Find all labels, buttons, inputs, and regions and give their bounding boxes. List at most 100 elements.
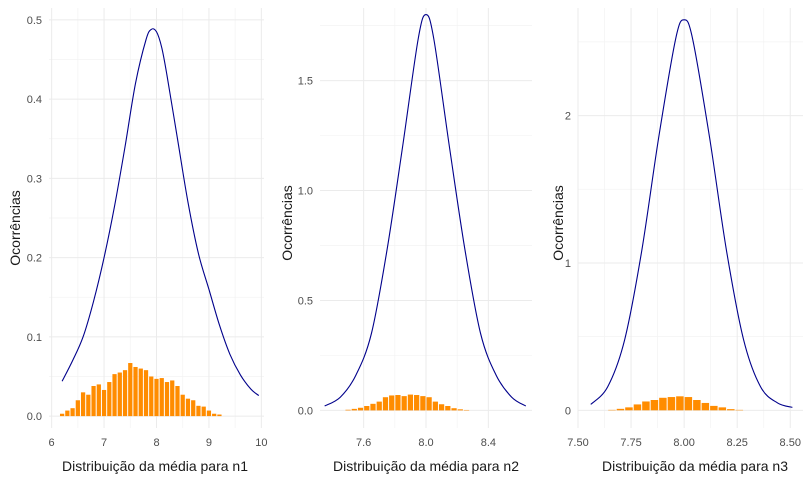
histogram-bar [364, 406, 370, 411]
histogram-bar [201, 406, 206, 417]
x-axis-label-n1: Distribuição da média para n1 [62, 458, 248, 474]
gridlines-n3 [577, 8, 803, 428]
histogram-bar [112, 374, 117, 417]
x-tick-label: 7.6 [356, 437, 371, 449]
y-axis-label-n3: Ocorrências [550, 185, 566, 260]
x-tick-label: 7.75 [620, 437, 641, 449]
histogram-bar [701, 402, 710, 411]
y-tick-label: 0.5 [27, 15, 42, 27]
x-tick-label: 8.4 [481, 437, 496, 449]
histogram-bar [370, 403, 376, 411]
x-tick-label: 10 [255, 437, 267, 449]
gridlines-n1 [49, 8, 264, 428]
x-tick-label: 7 [101, 437, 107, 449]
x-tick-label: 7.50 [567, 437, 588, 449]
histogram-bar [185, 398, 191, 417]
y-tick-label: 0.3 [27, 173, 42, 185]
histogram-bar [351, 408, 357, 411]
histogram-bar [117, 372, 122, 417]
histogram-bar [86, 394, 91, 417]
histogram-bar [75, 400, 80, 417]
histogram-bar [650, 400, 659, 411]
histogram-bar [389, 395, 395, 411]
histogram-bar [101, 389, 107, 417]
histogram-bar [693, 400, 701, 411]
histogram-bar [128, 363, 133, 417]
histogram-bars-n2 [345, 394, 470, 411]
x-tick-label: 8.50 [780, 437, 801, 449]
y-tick-label: 1 [565, 258, 571, 270]
histogram-bar [170, 380, 175, 417]
histogram-bar [667, 397, 676, 411]
histogram-bar [217, 414, 222, 417]
histogram-bar [659, 397, 667, 411]
histogram-bar [376, 401, 382, 411]
panel-n1: Ocorrências Distribuição da média para n… [7, 8, 268, 474]
panel-n3: Ocorrências Distribuição da média para n… [550, 8, 803, 474]
histogram-bar [149, 376, 154, 417]
x-tick-label: 9 [206, 437, 212, 449]
histogram-bar [70, 408, 75, 417]
histogram-bar [107, 382, 112, 417]
x-axis-label-n2: Distribuição da média para n2 [333, 458, 519, 474]
histogram-bars-n1 [59, 363, 222, 417]
histogram-bar [451, 408, 457, 411]
histogram-bar [445, 406, 451, 411]
histogram-bar [395, 395, 401, 411]
histogram-bar [382, 397, 389, 411]
x-tick-label: 6 [49, 437, 55, 449]
histogram-bar [164, 382, 170, 417]
y-tick-label: 0.1 [27, 332, 42, 344]
histogram-bar [175, 386, 180, 417]
y-tick-label: 0.5 [298, 295, 313, 307]
histogram-bar [122, 370, 128, 417]
histogram-bars-n3 [608, 396, 744, 411]
x-tick-label: 8.0 [418, 437, 433, 449]
histogram-bar [727, 409, 735, 411]
histogram-bar [710, 405, 718, 411]
histogram-bar [432, 401, 438, 411]
histogram-bar [138, 368, 143, 417]
histogram-bar [191, 400, 196, 417]
histogram-bar [357, 407, 364, 411]
histogram-bar [718, 407, 727, 411]
x-tick-label: 8.25 [726, 437, 747, 449]
density-curve-n3 [590, 19, 793, 408]
histogram-bar [633, 404, 642, 411]
panel-n2: Ocorrências Distribuição da média para n… [279, 8, 532, 474]
histogram-bar [59, 413, 65, 417]
histogram-bar [196, 405, 201, 417]
histogram-bar [180, 394, 185, 417]
y-tick-label: 1.5 [298, 76, 313, 88]
y-tick-label: 2 [565, 111, 571, 123]
y-tick-label: 0.0 [298, 405, 313, 417]
gridlines-n2 [320, 8, 532, 428]
histogram-bar [625, 407, 633, 411]
histogram-bar [159, 378, 164, 417]
histogram-bar [154, 378, 159, 417]
histogram-bar [426, 397, 432, 411]
histogram-bar [684, 397, 693, 411]
density-curve-n1 [61, 28, 260, 396]
y-axis-label-n1: Ocorrências [7, 190, 23, 265]
x-tick-label: 8.00 [673, 437, 694, 449]
y-tick-label: 0 [565, 405, 571, 417]
histogram-bar [407, 394, 414, 411]
histogram-bar [80, 392, 86, 417]
density-curve-n2 [324, 14, 527, 407]
histogram-bar [401, 396, 407, 411]
histogram-bar [143, 370, 149, 417]
y-axis-label-n2: Ocorrências [279, 185, 295, 260]
histogram-bar [345, 409, 351, 411]
histogram-bar [91, 386, 96, 417]
x-tick-label: 8 [153, 437, 159, 449]
histogram-bar [133, 366, 138, 417]
histogram-bar [96, 384, 101, 417]
y-tick-label: 0.4 [27, 94, 42, 106]
histogram-bar [206, 410, 212, 417]
histogram-bar [212, 413, 217, 417]
histogram-bar [438, 404, 445, 411]
histogram-bar [65, 410, 70, 417]
histogram-bar [642, 401, 650, 411]
